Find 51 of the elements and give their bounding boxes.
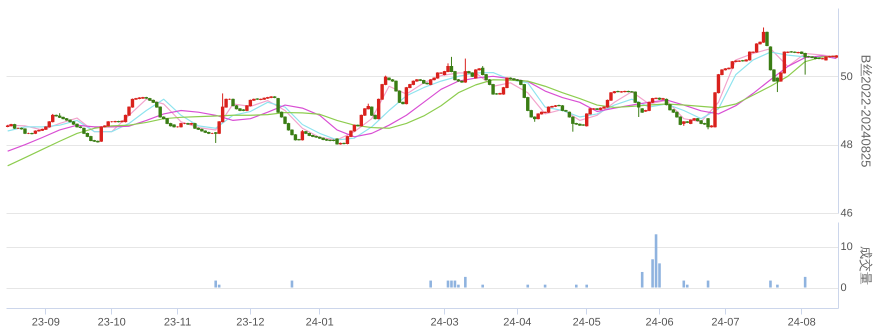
bar — [776, 284, 779, 288]
bar — [481, 284, 484, 288]
x-tick-label: 24-03 — [430, 316, 459, 328]
bar — [575, 284, 578, 288]
x-tick-label: 24-01 — [306, 316, 334, 328]
x-tick-label: 24-08 — [788, 316, 816, 328]
x-tick-label: 24-07 — [711, 316, 740, 328]
candlestick — [404, 86, 408, 105]
candlestick — [100, 126, 103, 142]
candlestick — [585, 112, 588, 128]
bar — [804, 276, 806, 288]
candlestick — [754, 42, 758, 54]
bar — [654, 234, 658, 288]
x-tick-label: 24-06 — [645, 316, 674, 328]
x-tick-label: 24-05 — [572, 316, 601, 328]
y-tick-label: 48 — [840, 139, 853, 152]
x-tick-label: 23-12 — [236, 316, 264, 328]
bar — [429, 280, 432, 288]
bar — [218, 284, 220, 288]
bar — [446, 280, 450, 288]
x-tick-label: 23-09 — [32, 316, 60, 328]
bar — [290, 280, 294, 288]
x-tick-label: 23-11 — [164, 316, 192, 328]
bar — [457, 284, 460, 288]
x-tick-label: 24-04 — [503, 316, 532, 328]
y-tick-label: 10 — [840, 241, 853, 254]
bar — [585, 284, 588, 288]
bar — [682, 280, 686, 288]
bar — [214, 280, 217, 288]
bar — [464, 276, 467, 288]
candlestick — [803, 52, 807, 76]
candlestick — [571, 116, 575, 132]
bar — [454, 280, 456, 288]
bar — [769, 280, 772, 288]
x-tick-label: 23-10 — [98, 316, 126, 328]
candlestick — [276, 97, 280, 114]
bar — [640, 272, 644, 288]
candlestick — [706, 118, 710, 130]
candlestick — [214, 132, 218, 144]
y-axis-title: B丝2022-20240825 — [858, 54, 874, 168]
y-tick-label: 50 — [840, 70, 853, 83]
bar — [526, 284, 530, 288]
candlestick — [480, 66, 484, 76]
bar — [686, 284, 689, 288]
y-tick-label: 0 — [840, 282, 847, 294]
bar — [544, 284, 546, 288]
candlestick — [464, 58, 468, 84]
bar — [706, 280, 710, 288]
bar — [450, 280, 453, 288]
y-axis-title: 成交量 — [858, 246, 874, 285]
y-tick-label: 46 — [840, 208, 853, 220]
